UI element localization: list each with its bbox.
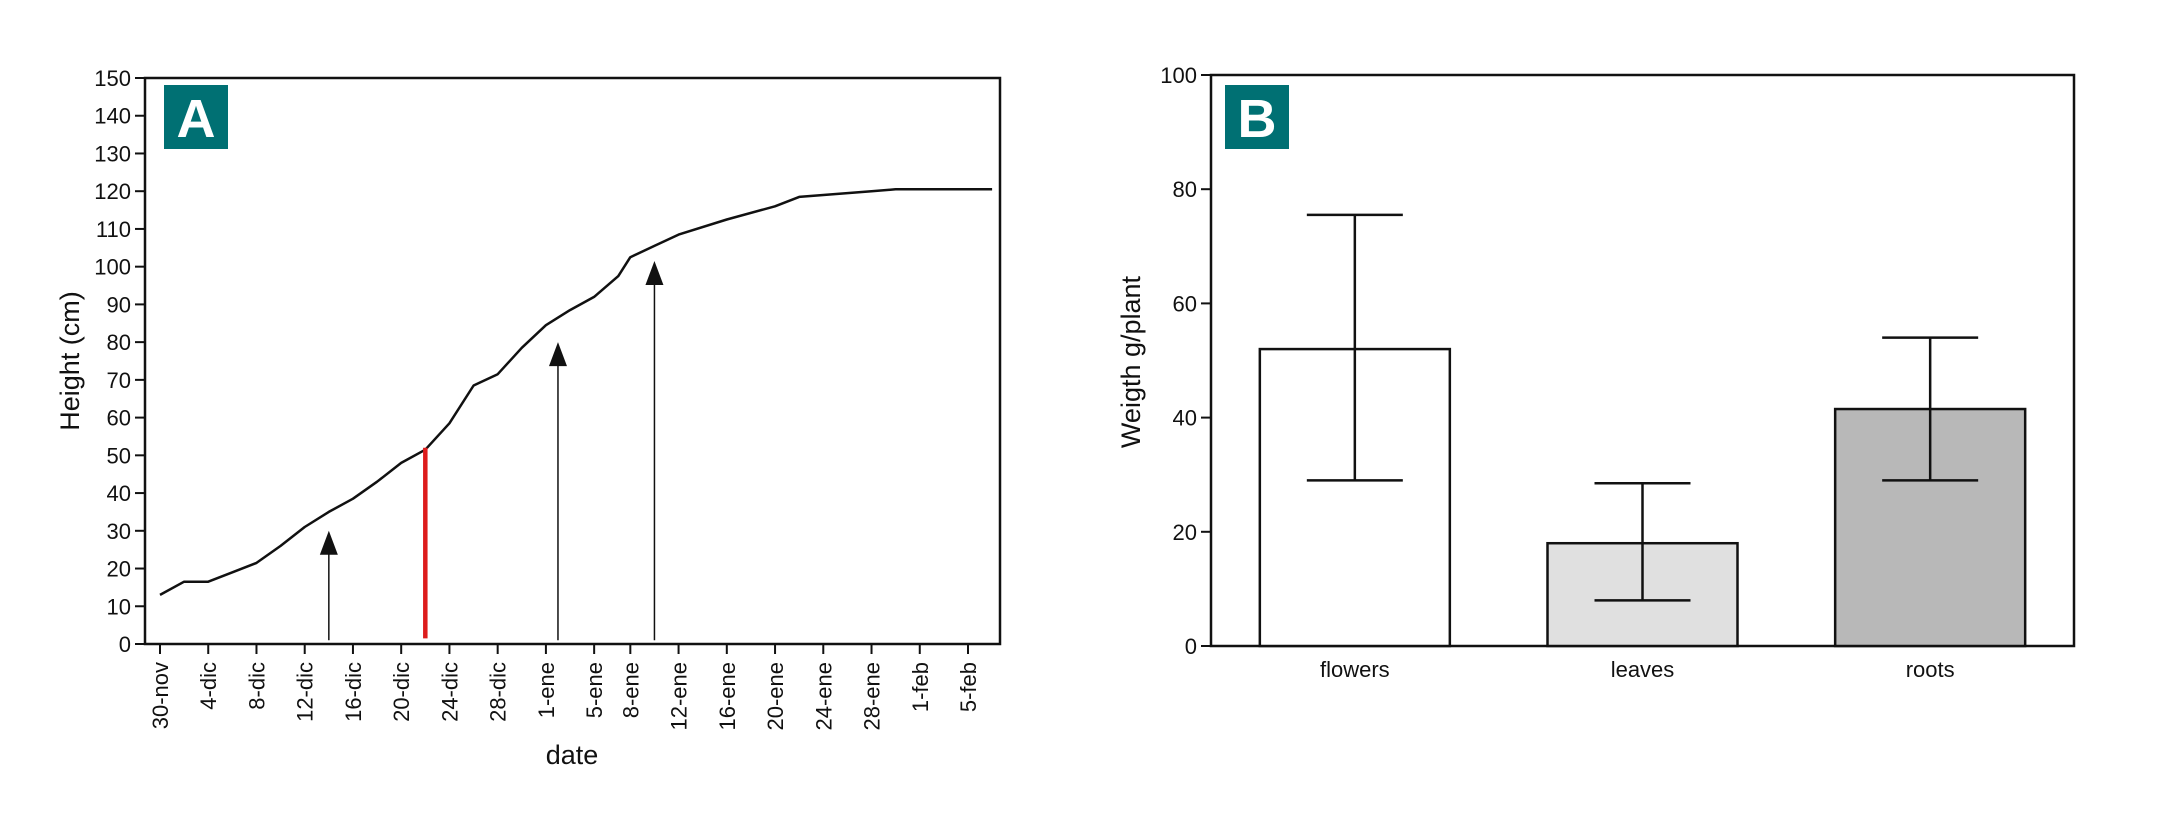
chart-a: 0 10 20 30 40 50 60 70 80 90 100 110 120 130 140 150 30… bbox=[55, 66, 1002, 770]
chart-b-y-axis-title: Weigth g/plant bbox=[1116, 275, 1146, 448]
x-tick-label: 16-dic bbox=[341, 662, 366, 722]
x-tick-label: 24-ene bbox=[811, 662, 836, 731]
y-tick-label: 150 bbox=[94, 66, 131, 91]
arrow-annotation bbox=[319, 530, 338, 641]
y-tick-label: 30 bbox=[107, 519, 131, 544]
chart-a-frame bbox=[143, 76, 1002, 646]
y-tick-label: 100 bbox=[94, 255, 131, 280]
arrow-annotation bbox=[548, 342, 567, 641]
y-tick-label: 60 bbox=[1173, 291, 1197, 316]
error-bar bbox=[1882, 336, 1979, 482]
y-tick-label: 60 bbox=[107, 406, 131, 431]
y-tick-label: 110 bbox=[96, 217, 131, 242]
x-category-label: leaves bbox=[1611, 657, 1675, 682]
series-line bbox=[159, 188, 993, 596]
arrow-annotation bbox=[645, 261, 664, 641]
y-tick-label: 10 bbox=[107, 594, 131, 619]
chart-a-label-box bbox=[164, 85, 228, 149]
y-tick-label: 20 bbox=[107, 557, 131, 582]
x-tick-label: 1-feb bbox=[908, 662, 933, 712]
x-tick-label: 30-nov bbox=[148, 662, 173, 729]
chart-a-y-axis-title: Height (cm) bbox=[55, 291, 85, 431]
x-tick-label: 24-dic bbox=[437, 662, 462, 722]
x-tick-label: 1-ene bbox=[534, 662, 559, 718]
y-tick-label: 50 bbox=[107, 443, 131, 468]
y-tick-label: 0 bbox=[1185, 634, 1197, 659]
y-tick-label: 40 bbox=[107, 481, 131, 506]
x-category-label: flowers bbox=[1320, 657, 1390, 682]
y-tick-label: 120 bbox=[94, 179, 131, 204]
x-tick-label: 28-dic bbox=[486, 662, 511, 722]
error-bar bbox=[1306, 213, 1403, 482]
y-tick-label: 80 bbox=[1173, 177, 1197, 202]
y-tick-label: 100 bbox=[1160, 63, 1197, 88]
chart-a-x-axis-title: date bbox=[546, 740, 599, 770]
chart-b-label-box bbox=[1225, 85, 1289, 149]
chart-b-label: B bbox=[1238, 89, 1277, 149]
x-tick-label: 20-dic bbox=[389, 662, 414, 722]
y-tick-label: 80 bbox=[107, 330, 131, 355]
x-tick-label: 5-ene bbox=[582, 662, 607, 718]
x-tick-label: 12-dic bbox=[293, 662, 318, 722]
y-tick-label: 70 bbox=[107, 368, 131, 393]
y-tick-label: 40 bbox=[1173, 406, 1197, 431]
y-tick-label: 20 bbox=[1173, 520, 1197, 545]
x-tick-label: 8-ene bbox=[618, 662, 643, 718]
y-tick-label: 130 bbox=[94, 141, 131, 166]
chart-a-label: A bbox=[177, 89, 216, 149]
x-tick-label: 12-ene bbox=[667, 662, 692, 731]
x-tick-label: 28-ene bbox=[860, 662, 885, 731]
y-tick-label: 0 bbox=[119, 632, 131, 657]
x-tick-label: 8-dic bbox=[244, 662, 269, 710]
x-tick-label: 4-dic bbox=[196, 662, 221, 710]
x-tick-label: 5-feb bbox=[956, 662, 981, 712]
x-tick-label: 20-ene bbox=[763, 662, 788, 731]
y-tick-label: 90 bbox=[107, 292, 131, 317]
y-tick-label: 140 bbox=[94, 104, 131, 129]
error-bar bbox=[1594, 482, 1691, 602]
x-tick-label: 16-ene bbox=[715, 662, 740, 731]
x-category-label: roots bbox=[1906, 657, 1955, 682]
chart-b: 0 20 40 60 80 100 flowers leaves roots B Weigth… bbox=[1116, 63, 2076, 682]
